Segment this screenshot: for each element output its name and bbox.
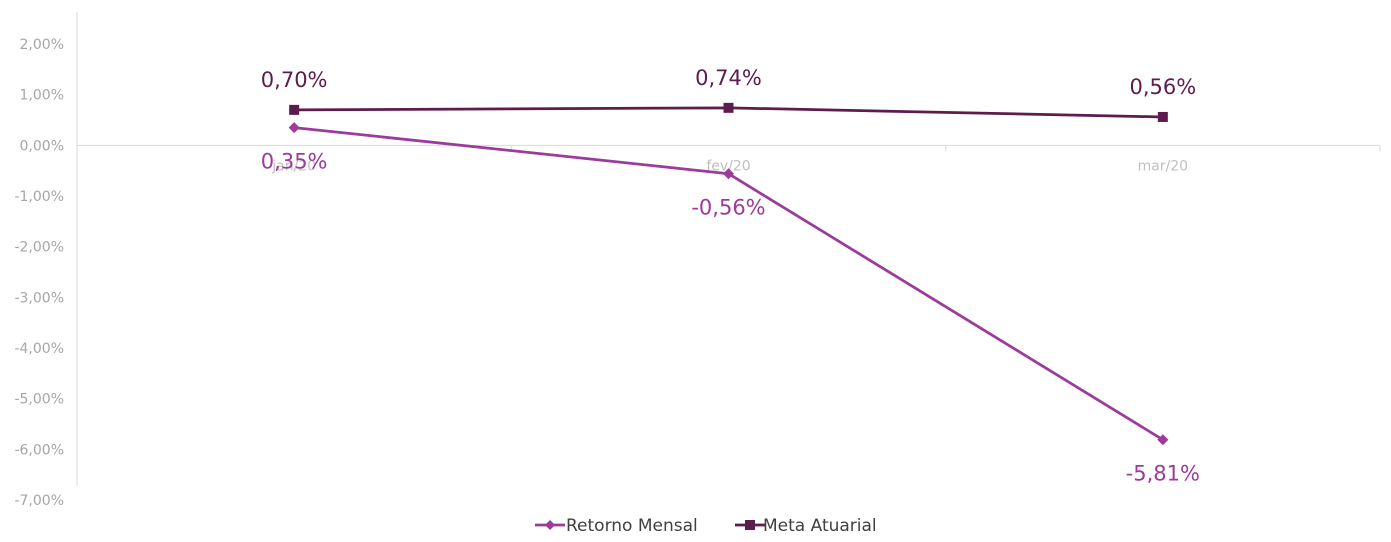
x-tick-label: fev/20 — [706, 158, 750, 174]
y-axis-tick-labels: 2,00% 1,00% 0,00% -1,00% -2,00% -3,00% -4,00% -… — [14, 37, 64, 509]
data-label: 0,35% — [261, 150, 328, 174]
series-layer — [288, 102, 1169, 446]
axes — [76, 12, 1381, 486]
legend: Retorno Mensal Meta Atuarial — [535, 516, 877, 536]
data-point-marker — [289, 104, 300, 115]
y-tick-label: 0,00% — [20, 138, 64, 154]
data-point-marker — [723, 168, 734, 180]
data-label: 0,74% — [695, 66, 762, 90]
legend-marker — [745, 520, 755, 530]
x-tick-label: jan/20 — [271, 158, 316, 174]
data-label: -5,81% — [1126, 462, 1200, 486]
data-label: 0,70% — [261, 68, 328, 92]
y-tick-label: -5,00% — [14, 392, 64, 408]
legend-marker — [545, 520, 555, 530]
data-label: 0,56% — [1129, 75, 1196, 99]
y-tick-label: -7,00% — [14, 493, 64, 509]
legend-entry-label: Meta Atuarial — [763, 516, 877, 536]
y-tick-label: 1,00% — [20, 88, 64, 104]
x-axis-tick-labels: jan/20 fev/20 mar/20 — [271, 158, 1188, 174]
data-label: -0,56% — [691, 196, 765, 220]
y-tick-label: -2,00% — [14, 240, 64, 256]
y-tick-label: -4,00% — [14, 341, 64, 357]
data-labels: 0,35% -0,56% -5,81% 0,70% 0,74% 0,56% — [261, 66, 1200, 486]
y-tick-label: -1,00% — [14, 189, 64, 205]
x-tick-label: mar/20 — [1138, 158, 1189, 174]
data-point-marker — [1157, 111, 1168, 122]
y-tick-label: -3,00% — [14, 290, 64, 306]
data-point-marker — [288, 122, 300, 134]
data-point-marker — [723, 102, 734, 113]
data-point-marker — [1157, 434, 1169, 446]
y-tick-label: -6,00% — [14, 442, 64, 458]
legend-entry-label: Retorno Mensal — [566, 516, 698, 536]
y-tick-label: 2,00% — [20, 37, 64, 53]
